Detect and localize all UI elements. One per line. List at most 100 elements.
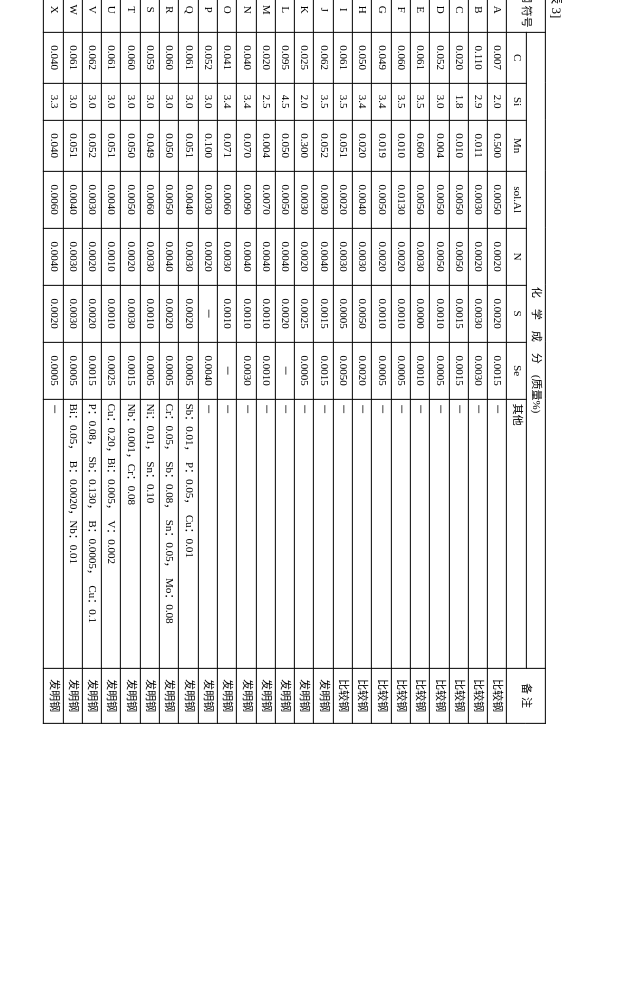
table-row: D0.0523.00.0040.00500.00500.00100.0005－比… [430, 0, 449, 723]
cell-c-al: 0.0060 [44, 171, 63, 228]
cell-other: Bi：0.05， B：0.0020，Nb：0.01 [63, 399, 82, 668]
cell-c-mn: 0.600 [410, 120, 429, 171]
col-al: sol.Al [507, 171, 526, 228]
cell-other: P：0.08， Sb：0.130， B：0.0005， Cu：0.1 [82, 399, 101, 668]
cell-c-si: 3.5 [410, 83, 429, 120]
cell-remark: 比较钢 [372, 668, 391, 723]
cell-c-si: 3.0 [102, 83, 121, 120]
cell-c-mn: 0.040 [44, 120, 63, 171]
cell-c-al: 0.0050 [410, 171, 429, 228]
cell-c-si: 3.0 [179, 83, 198, 120]
cell-c-mn: 0.010 [449, 120, 468, 171]
cell-c-al: 0.0030 [198, 171, 217, 228]
cell-c-si: 3.5 [333, 83, 352, 120]
cell-c-c: 0.020 [256, 32, 275, 83]
cell-c-mn: 0.051 [179, 120, 198, 171]
cell-c-si: 3.4 [217, 83, 236, 120]
cell-c-mn: 0.050 [275, 120, 294, 171]
cell-c-n: 0.0040 [159, 228, 178, 285]
col-c: C [507, 32, 526, 83]
cell-c-s: 0.0020 [487, 285, 506, 342]
cell-c-s: 0.0010 [237, 285, 256, 342]
cell-c-mn: 0.004 [430, 120, 449, 171]
cell-c-se: 0.0050 [333, 342, 352, 399]
cell-remark: 比较钢 [430, 668, 449, 723]
cell-sym: G [372, 0, 391, 32]
table-row: K0.0252.00.3000.00300.00200.00250.0005－发… [295, 0, 314, 723]
cell-c-si: 3.5 [314, 83, 333, 120]
cell-c-c: 0.060 [159, 32, 178, 83]
cell-c-n: 0.0010 [102, 228, 121, 285]
cell-other: Cu：0.20，Bi：0.005， V：0.002 [102, 399, 121, 668]
cell-c-si: 3.0 [82, 83, 101, 120]
cell-c-n: 0.0040 [314, 228, 333, 285]
cell-c-al: 0.0050 [372, 171, 391, 228]
cell-sym: Q [179, 0, 198, 32]
cell-c-al: 0.0040 [179, 171, 198, 228]
cell-other: － [410, 399, 429, 668]
cell-sym: X [44, 0, 63, 32]
cell-c-mn: 0.500 [487, 120, 506, 171]
cell-c-al: 0.0050 [121, 171, 140, 228]
cell-c-se: 0.0005 [430, 342, 449, 399]
cell-sym: K [295, 0, 314, 32]
cell-other: Cr：0.05， Sb：0.08， Sn：0.05， Mo：0.08 [159, 399, 178, 668]
cell-c-s: 0.0010 [391, 285, 410, 342]
cell-c-mn: 0.010 [391, 120, 410, 171]
cell-c-si: 3.4 [352, 83, 371, 120]
cell-c-se: 0.0025 [102, 342, 121, 399]
cell-remark: 发明钢 [179, 668, 198, 723]
cell-c-n: 0.0050 [449, 228, 468, 285]
cell-c-si: 3.0 [159, 83, 178, 120]
cell-c-c: 0.110 [468, 32, 487, 83]
cell-c-al: 0.0050 [275, 171, 294, 228]
cell-c-s: 0.0020 [275, 285, 294, 342]
cell-c-al: 0.0050 [449, 171, 468, 228]
cell-c-mn: 0.100 [198, 120, 217, 171]
cell-remark: 比较钢 [468, 668, 487, 723]
table-row: L0.0954.50.0500.00500.00400.0020－－发明钢 [275, 0, 294, 723]
cell-c-se: 0.0030 [237, 342, 256, 399]
cell-c-c: 0.049 [372, 32, 391, 83]
cell-c-se: 0.0005 [63, 342, 82, 399]
table-row: W0.0613.00.0510.00400.00300.00300.0005Bi… [63, 0, 82, 723]
cell-c-c: 0.052 [430, 32, 449, 83]
cell-c-n: 0.0030 [217, 228, 236, 285]
cell-c-al: 0.0070 [256, 171, 275, 228]
col-mn: Mn [507, 120, 526, 171]
cell-c-s: 0.0020 [179, 285, 198, 342]
cell-c-se: 0.0005 [295, 342, 314, 399]
cell-c-se: 0.0030 [468, 342, 487, 399]
cell-c-n: 0.0030 [179, 228, 198, 285]
cell-c-s: 0.0005 [333, 285, 352, 342]
cell-c-n: 0.0050 [430, 228, 449, 285]
cell-sym: A [487, 0, 506, 32]
cell-sym: P [198, 0, 217, 32]
cell-c-se: 0.0005 [44, 342, 63, 399]
cell-c-mn: 0.051 [63, 120, 82, 171]
cell-other: Nb：0.001，Cr：0.08 [121, 399, 140, 668]
cell-c-n: 0.0030 [333, 228, 352, 285]
cell-c-s: 0.0050 [352, 285, 371, 342]
cell-c-c: 0.061 [179, 32, 198, 83]
cell-c-al: 0.0040 [102, 171, 121, 228]
cell-c-c: 0.052 [198, 32, 217, 83]
cell-c-c: 0.007 [487, 32, 506, 83]
cell-c-mn: 0.051 [333, 120, 352, 171]
cell-c-n: 0.0020 [121, 228, 140, 285]
cell-c-se: 0.0005 [179, 342, 198, 399]
cell-c-al: 0.0030 [468, 171, 487, 228]
cell-c-n: 0.0020 [198, 228, 217, 285]
cell-c-se: 0.0015 [121, 342, 140, 399]
cell-c-s: 0.0010 [217, 285, 236, 342]
cell-c-s: 0.0020 [44, 285, 63, 342]
cell-sym: S [140, 0, 159, 32]
cell-sym: E [410, 0, 429, 32]
cell-c-mn: 0.050 [159, 120, 178, 171]
cell-other: － [487, 399, 506, 668]
cell-c-mn: 0.051 [102, 120, 121, 171]
cell-c-si: 3.3 [44, 83, 63, 120]
cell-c-si: 2.0 [487, 83, 506, 120]
cell-remark: 发明钢 [217, 668, 236, 723]
cell-c-c: 0.061 [410, 32, 429, 83]
